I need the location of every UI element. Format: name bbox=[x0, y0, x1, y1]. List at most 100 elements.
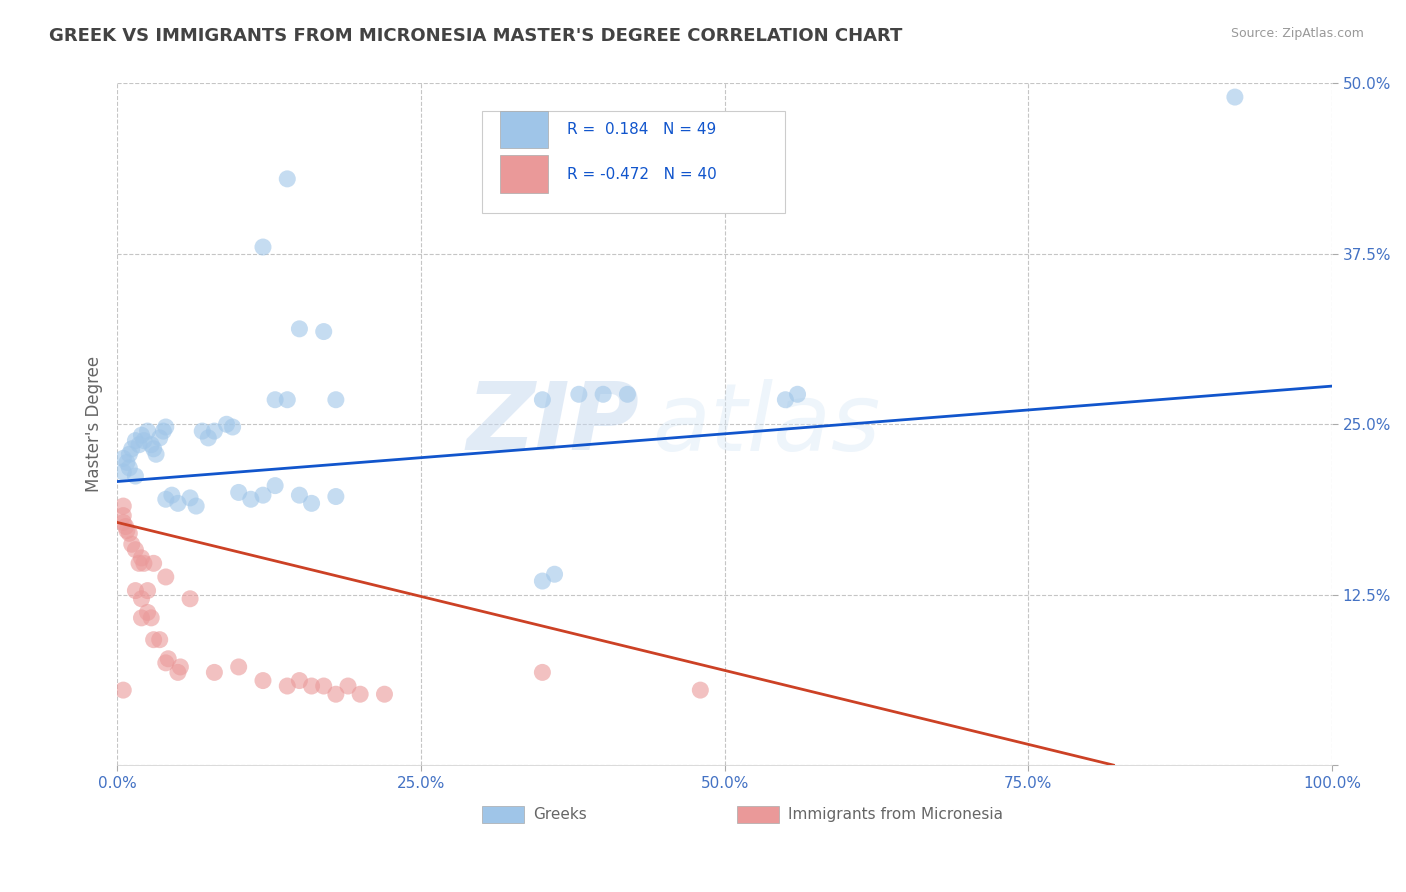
Point bbox=[301, 679, 323, 693]
Bar bbox=[501, 111, 548, 148]
Point bbox=[312, 325, 335, 339]
Point bbox=[152, 424, 174, 438]
Point bbox=[543, 567, 565, 582]
Point bbox=[136, 583, 159, 598]
Point bbox=[252, 488, 274, 502]
Point bbox=[132, 557, 155, 571]
Point bbox=[131, 611, 153, 625]
Point bbox=[337, 679, 360, 693]
Point bbox=[128, 438, 150, 452]
Point bbox=[112, 451, 135, 466]
Point bbox=[239, 492, 262, 507]
Point bbox=[325, 687, 347, 701]
Point bbox=[325, 392, 347, 407]
Bar bbox=[737, 806, 779, 823]
Point bbox=[149, 431, 172, 445]
Point bbox=[221, 420, 243, 434]
Point bbox=[145, 447, 167, 461]
Point bbox=[115, 455, 138, 469]
Point bbox=[112, 499, 135, 513]
Point bbox=[531, 392, 554, 407]
Text: GREEK VS IMMIGRANTS FROM MICRONESIA MASTER'S DEGREE CORRELATION CHART: GREEK VS IMMIGRANTS FROM MICRONESIA MAST… bbox=[49, 27, 903, 45]
Point bbox=[786, 387, 808, 401]
Point bbox=[197, 431, 219, 445]
Text: atlas: atlas bbox=[652, 379, 880, 470]
Point bbox=[252, 673, 274, 688]
Point bbox=[124, 583, 146, 598]
Point bbox=[131, 550, 153, 565]
Point bbox=[121, 442, 143, 456]
Point bbox=[186, 499, 208, 513]
Point bbox=[142, 557, 165, 571]
Point bbox=[276, 392, 298, 407]
Point bbox=[264, 392, 287, 407]
Point bbox=[124, 434, 146, 448]
Point bbox=[228, 485, 250, 500]
Point bbox=[112, 516, 135, 530]
Point bbox=[118, 447, 141, 461]
Point bbox=[112, 508, 135, 523]
Text: R = -0.472   N = 40: R = -0.472 N = 40 bbox=[567, 167, 717, 182]
Point bbox=[179, 591, 201, 606]
Point bbox=[531, 665, 554, 680]
Bar bbox=[501, 155, 548, 193]
Point bbox=[325, 490, 347, 504]
Point bbox=[155, 656, 177, 670]
Point bbox=[568, 387, 591, 401]
Point bbox=[121, 537, 143, 551]
Point bbox=[349, 687, 371, 701]
Point bbox=[264, 478, 287, 492]
Point bbox=[531, 574, 554, 588]
Point bbox=[141, 611, 163, 625]
Point bbox=[167, 496, 190, 510]
FancyBboxPatch shape bbox=[482, 111, 786, 213]
Point bbox=[155, 492, 177, 507]
Point bbox=[132, 434, 155, 448]
Point bbox=[157, 652, 180, 666]
Point bbox=[276, 679, 298, 693]
Point bbox=[160, 488, 183, 502]
Text: ZIP: ZIP bbox=[467, 378, 640, 470]
Point bbox=[115, 524, 138, 538]
Point bbox=[136, 606, 159, 620]
Point bbox=[118, 526, 141, 541]
Point bbox=[112, 465, 135, 479]
Point bbox=[131, 428, 153, 442]
Point bbox=[131, 591, 153, 606]
Point bbox=[169, 660, 191, 674]
Text: Source: ZipAtlas.com: Source: ZipAtlas.com bbox=[1230, 27, 1364, 40]
Point bbox=[276, 172, 298, 186]
Point bbox=[179, 491, 201, 505]
Point bbox=[136, 424, 159, 438]
Point bbox=[689, 683, 711, 698]
Point bbox=[616, 387, 638, 401]
Point bbox=[215, 417, 238, 432]
Text: Greeks: Greeks bbox=[533, 806, 586, 822]
Point bbox=[191, 424, 214, 438]
Bar bbox=[482, 806, 524, 823]
Point bbox=[118, 461, 141, 475]
Text: R =  0.184   N = 49: R = 0.184 N = 49 bbox=[567, 121, 716, 136]
Point bbox=[167, 665, 190, 680]
Point bbox=[124, 469, 146, 483]
Point bbox=[155, 570, 177, 584]
Point bbox=[141, 438, 163, 452]
Point bbox=[1223, 90, 1246, 104]
Point bbox=[301, 496, 323, 510]
Text: Immigrants from Micronesia: Immigrants from Micronesia bbox=[787, 806, 1002, 822]
Point bbox=[112, 683, 135, 698]
Point bbox=[155, 420, 177, 434]
Point bbox=[312, 679, 335, 693]
Point bbox=[288, 488, 311, 502]
Point bbox=[202, 424, 225, 438]
Point bbox=[142, 442, 165, 456]
Point bbox=[373, 687, 395, 701]
Point bbox=[252, 240, 274, 254]
Point bbox=[775, 392, 797, 407]
Point bbox=[128, 557, 150, 571]
Point bbox=[149, 632, 172, 647]
Point bbox=[124, 542, 146, 557]
Point bbox=[114, 519, 136, 533]
Point bbox=[228, 660, 250, 674]
Point bbox=[142, 632, 165, 647]
